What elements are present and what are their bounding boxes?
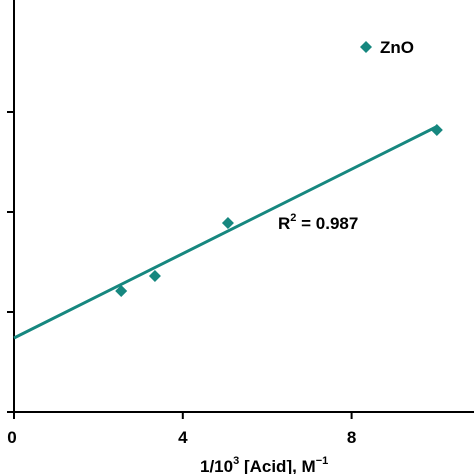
legend-label: ZnO — [380, 38, 414, 57]
x-tick-label: 0 — [7, 428, 16, 447]
point — [148, 270, 161, 282]
point — [430, 124, 443, 136]
annotation-sup: 2 — [290, 212, 296, 224]
legend-marker — [360, 41, 372, 53]
point — [221, 217, 234, 229]
x-label-text: [Acid], M — [239, 457, 316, 474]
annotation-text: R — [278, 214, 290, 233]
x-tick-label: 4 — [178, 428, 188, 447]
x-label-sup: 3 — [233, 455, 239, 467]
x-tick-label: 8 — [347, 428, 356, 447]
x-label-sup: −1 — [316, 455, 329, 467]
fit-line — [13, 125, 437, 340]
x-label-text: 1/10 — [200, 457, 233, 474]
point — [115, 285, 128, 297]
annotation: R2 = 0.987 — [278, 212, 358, 233]
x-axis-label: 1/103 [Acid], M−1 — [200, 455, 328, 474]
annotation-text: = 0.987 — [296, 214, 358, 233]
